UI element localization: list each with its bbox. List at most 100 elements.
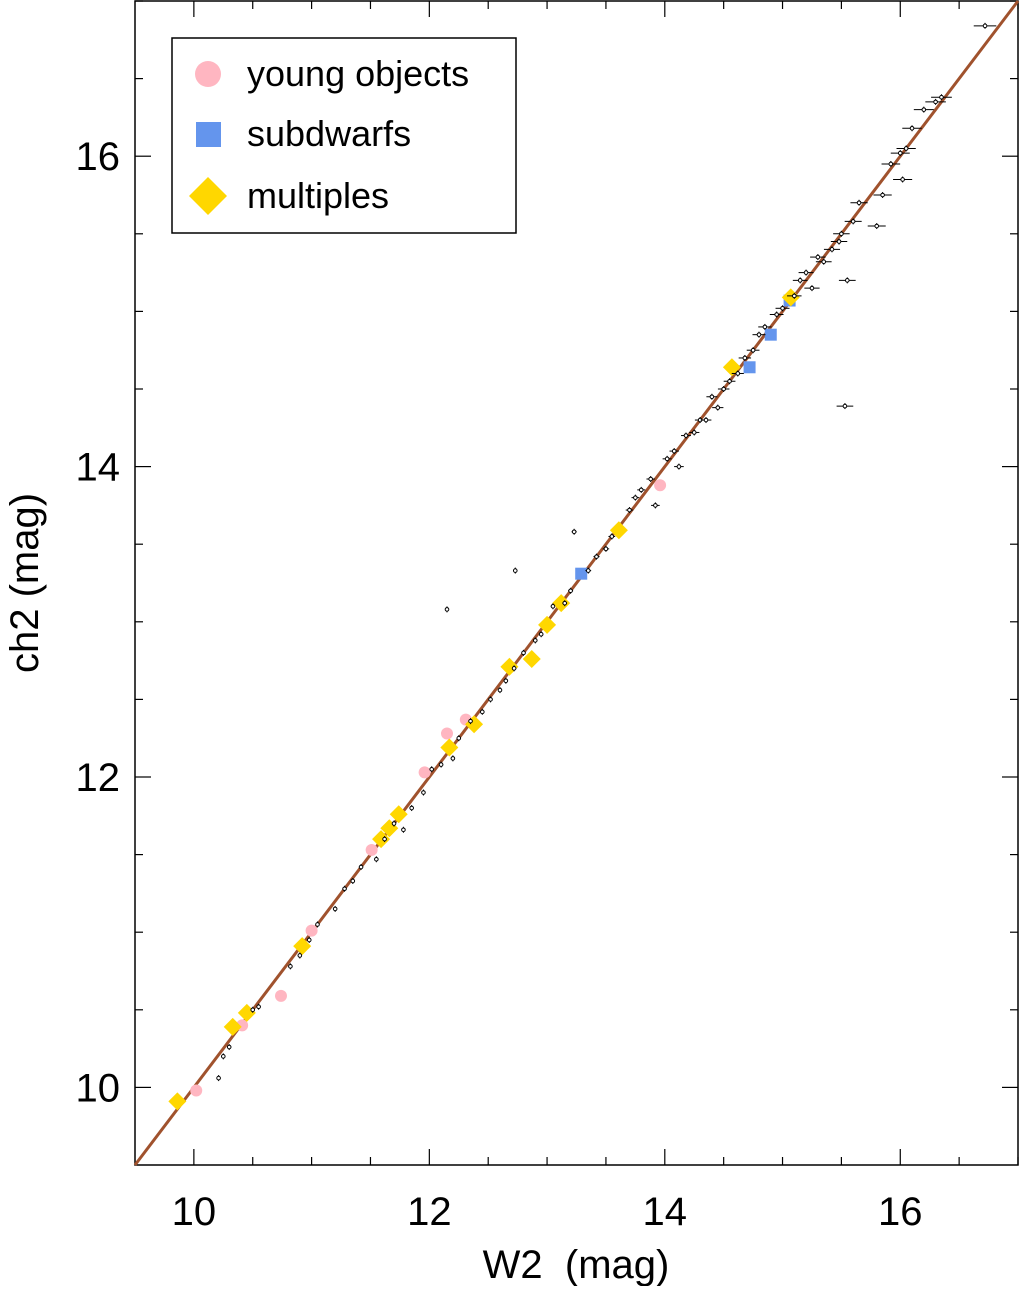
point-marker — [742, 355, 748, 361]
point-marker — [939, 94, 944, 100]
data-point — [631, 494, 640, 501]
data-point — [391, 820, 397, 827]
multiple-point — [781, 288, 800, 307]
point-marker — [844, 278, 850, 283]
point-marker — [909, 125, 915, 131]
data-point — [288, 963, 293, 970]
data-point — [456, 735, 462, 742]
data-point — [712, 404, 724, 411]
point-marker — [521, 650, 526, 656]
data-point — [332, 905, 338, 912]
point-marker — [350, 878, 356, 884]
data-point — [532, 637, 538, 644]
data-point — [738, 354, 752, 361]
data-point — [306, 936, 312, 943]
data-point — [497, 687, 503, 694]
point-marker — [982, 23, 988, 29]
young-object-point — [190, 1084, 203, 1097]
data-point — [646, 476, 655, 483]
x-tick-label: 16 — [878, 1190, 923, 1234]
point-marker — [638, 487, 644, 493]
data-point — [804, 285, 820, 292]
point-marker — [933, 99, 938, 105]
y-tick-label: 10 — [76, 1066, 121, 1110]
data-point — [769, 311, 784, 318]
point-marker — [342, 886, 347, 892]
data-point — [444, 606, 450, 613]
data-point — [798, 269, 814, 276]
data-point — [706, 393, 718, 400]
x-tick-label: 10 — [172, 1190, 217, 1234]
data-point — [342, 885, 347, 892]
point-marker — [503, 678, 509, 684]
data-point — [571, 528, 577, 535]
point-marker — [391, 821, 397, 826]
data-point — [833, 230, 850, 237]
point-marker — [780, 305, 785, 311]
data-point — [731, 370, 744, 377]
point-marker — [709, 394, 715, 400]
data-point — [723, 378, 736, 385]
data-point — [568, 587, 574, 594]
data-point — [973, 22, 997, 29]
data-point — [746, 347, 760, 354]
point-marker — [332, 906, 338, 912]
data-point — [256, 1003, 261, 1010]
data-point — [608, 533, 616, 540]
young-object-point — [305, 924, 318, 937]
young-object-point — [365, 843, 378, 856]
point-marker — [774, 312, 779, 317]
point-marker — [488, 697, 493, 702]
point-marker — [633, 495, 638, 500]
data-point — [775, 305, 790, 312]
point-marker — [226, 1044, 232, 1050]
multiple-point — [389, 805, 408, 824]
point-marker — [568, 588, 573, 594]
data-point — [913, 106, 934, 113]
data-point — [538, 631, 544, 638]
legend: young objects subdwarfs multiples — [171, 37, 517, 234]
data-point — [488, 696, 493, 703]
data-point — [931, 94, 952, 101]
data-point — [409, 805, 414, 812]
data-point — [787, 292, 802, 299]
young-object-point — [654, 479, 667, 492]
legend-marker-young — [195, 61, 221, 87]
point-marker — [315, 922, 320, 927]
multiple-point — [223, 1017, 242, 1036]
data-point — [297, 952, 303, 959]
y-tick-label: 14 — [76, 446, 121, 490]
point-marker — [715, 405, 721, 410]
point-marker — [664, 456, 670, 462]
multiple-point — [293, 937, 312, 956]
data-point — [315, 921, 320, 928]
multiple-point — [500, 657, 519, 676]
point-marker — [648, 476, 653, 482]
point-marker — [512, 568, 518, 573]
point-marker — [762, 324, 768, 330]
point-marker — [815, 254, 821, 260]
multiple-point — [372, 830, 391, 849]
data-point — [350, 877, 356, 884]
point-marker — [921, 107, 927, 112]
point-marker — [550, 603, 556, 609]
point-marker — [829, 247, 835, 252]
data-point — [637, 486, 646, 493]
reference-line — [133, 0, 1020, 1166]
point-marker — [401, 827, 406, 833]
multiple-point — [538, 615, 557, 634]
data-point — [585, 567, 592, 574]
point-marker — [792, 293, 797, 299]
data-point — [893, 176, 913, 183]
point-marker — [585, 568, 591, 573]
data-point — [830, 238, 848, 245]
point-marker — [297, 953, 303, 958]
data-point — [890, 150, 910, 157]
data-point — [550, 603, 556, 610]
legend-marker-subdwarfs — [196, 122, 221, 147]
data-point — [810, 254, 826, 261]
data-point — [792, 277, 808, 284]
point-marker — [839, 231, 844, 237]
point-marker — [594, 554, 599, 559]
point-marker — [429, 766, 434, 772]
